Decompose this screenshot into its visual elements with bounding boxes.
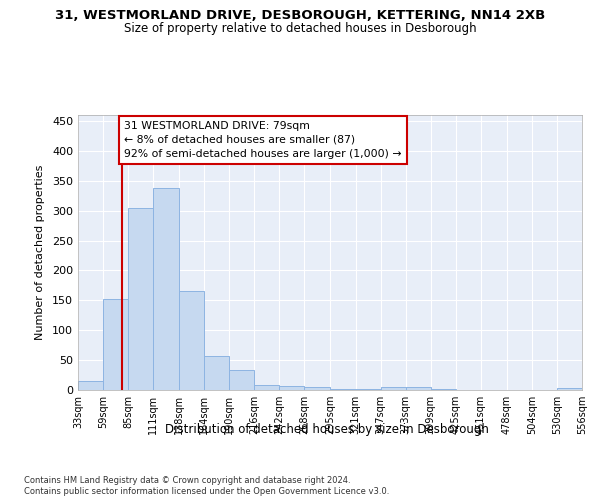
Text: Distribution of detached houses by size in Desborough: Distribution of detached houses by size … <box>165 422 489 436</box>
Bar <box>356 389 380 390</box>
Text: Contains HM Land Registry data © Crown copyright and database right 2024.: Contains HM Land Registry data © Crown c… <box>24 476 350 485</box>
Text: 31, WESTMORLAND DRIVE, DESBOROUGH, KETTERING, NN14 2XB: 31, WESTMORLAND DRIVE, DESBOROUGH, KETTE… <box>55 9 545 22</box>
Text: Contains public sector information licensed under the Open Government Licence v3: Contains public sector information licen… <box>24 487 389 496</box>
Bar <box>557 388 582 390</box>
Bar <box>406 387 431 390</box>
Bar <box>204 356 229 390</box>
Text: 31 WESTMORLAND DRIVE: 79sqm
← 8% of detached houses are smaller (87)
92% of semi: 31 WESTMORLAND DRIVE: 79sqm ← 8% of deta… <box>124 121 402 159</box>
Bar <box>128 208 153 390</box>
Bar <box>229 370 254 390</box>
Bar <box>103 298 128 390</box>
Bar <box>153 188 179 390</box>
Bar <box>380 387 406 390</box>
Bar <box>254 385 280 390</box>
Text: Size of property relative to detached houses in Desborough: Size of property relative to detached ho… <box>124 22 476 35</box>
Bar <box>304 387 331 390</box>
Bar <box>280 386 304 390</box>
Y-axis label: Number of detached properties: Number of detached properties <box>35 165 45 340</box>
Bar <box>179 292 204 390</box>
Bar <box>431 389 456 390</box>
Bar <box>78 381 103 390</box>
Bar <box>331 389 356 390</box>
